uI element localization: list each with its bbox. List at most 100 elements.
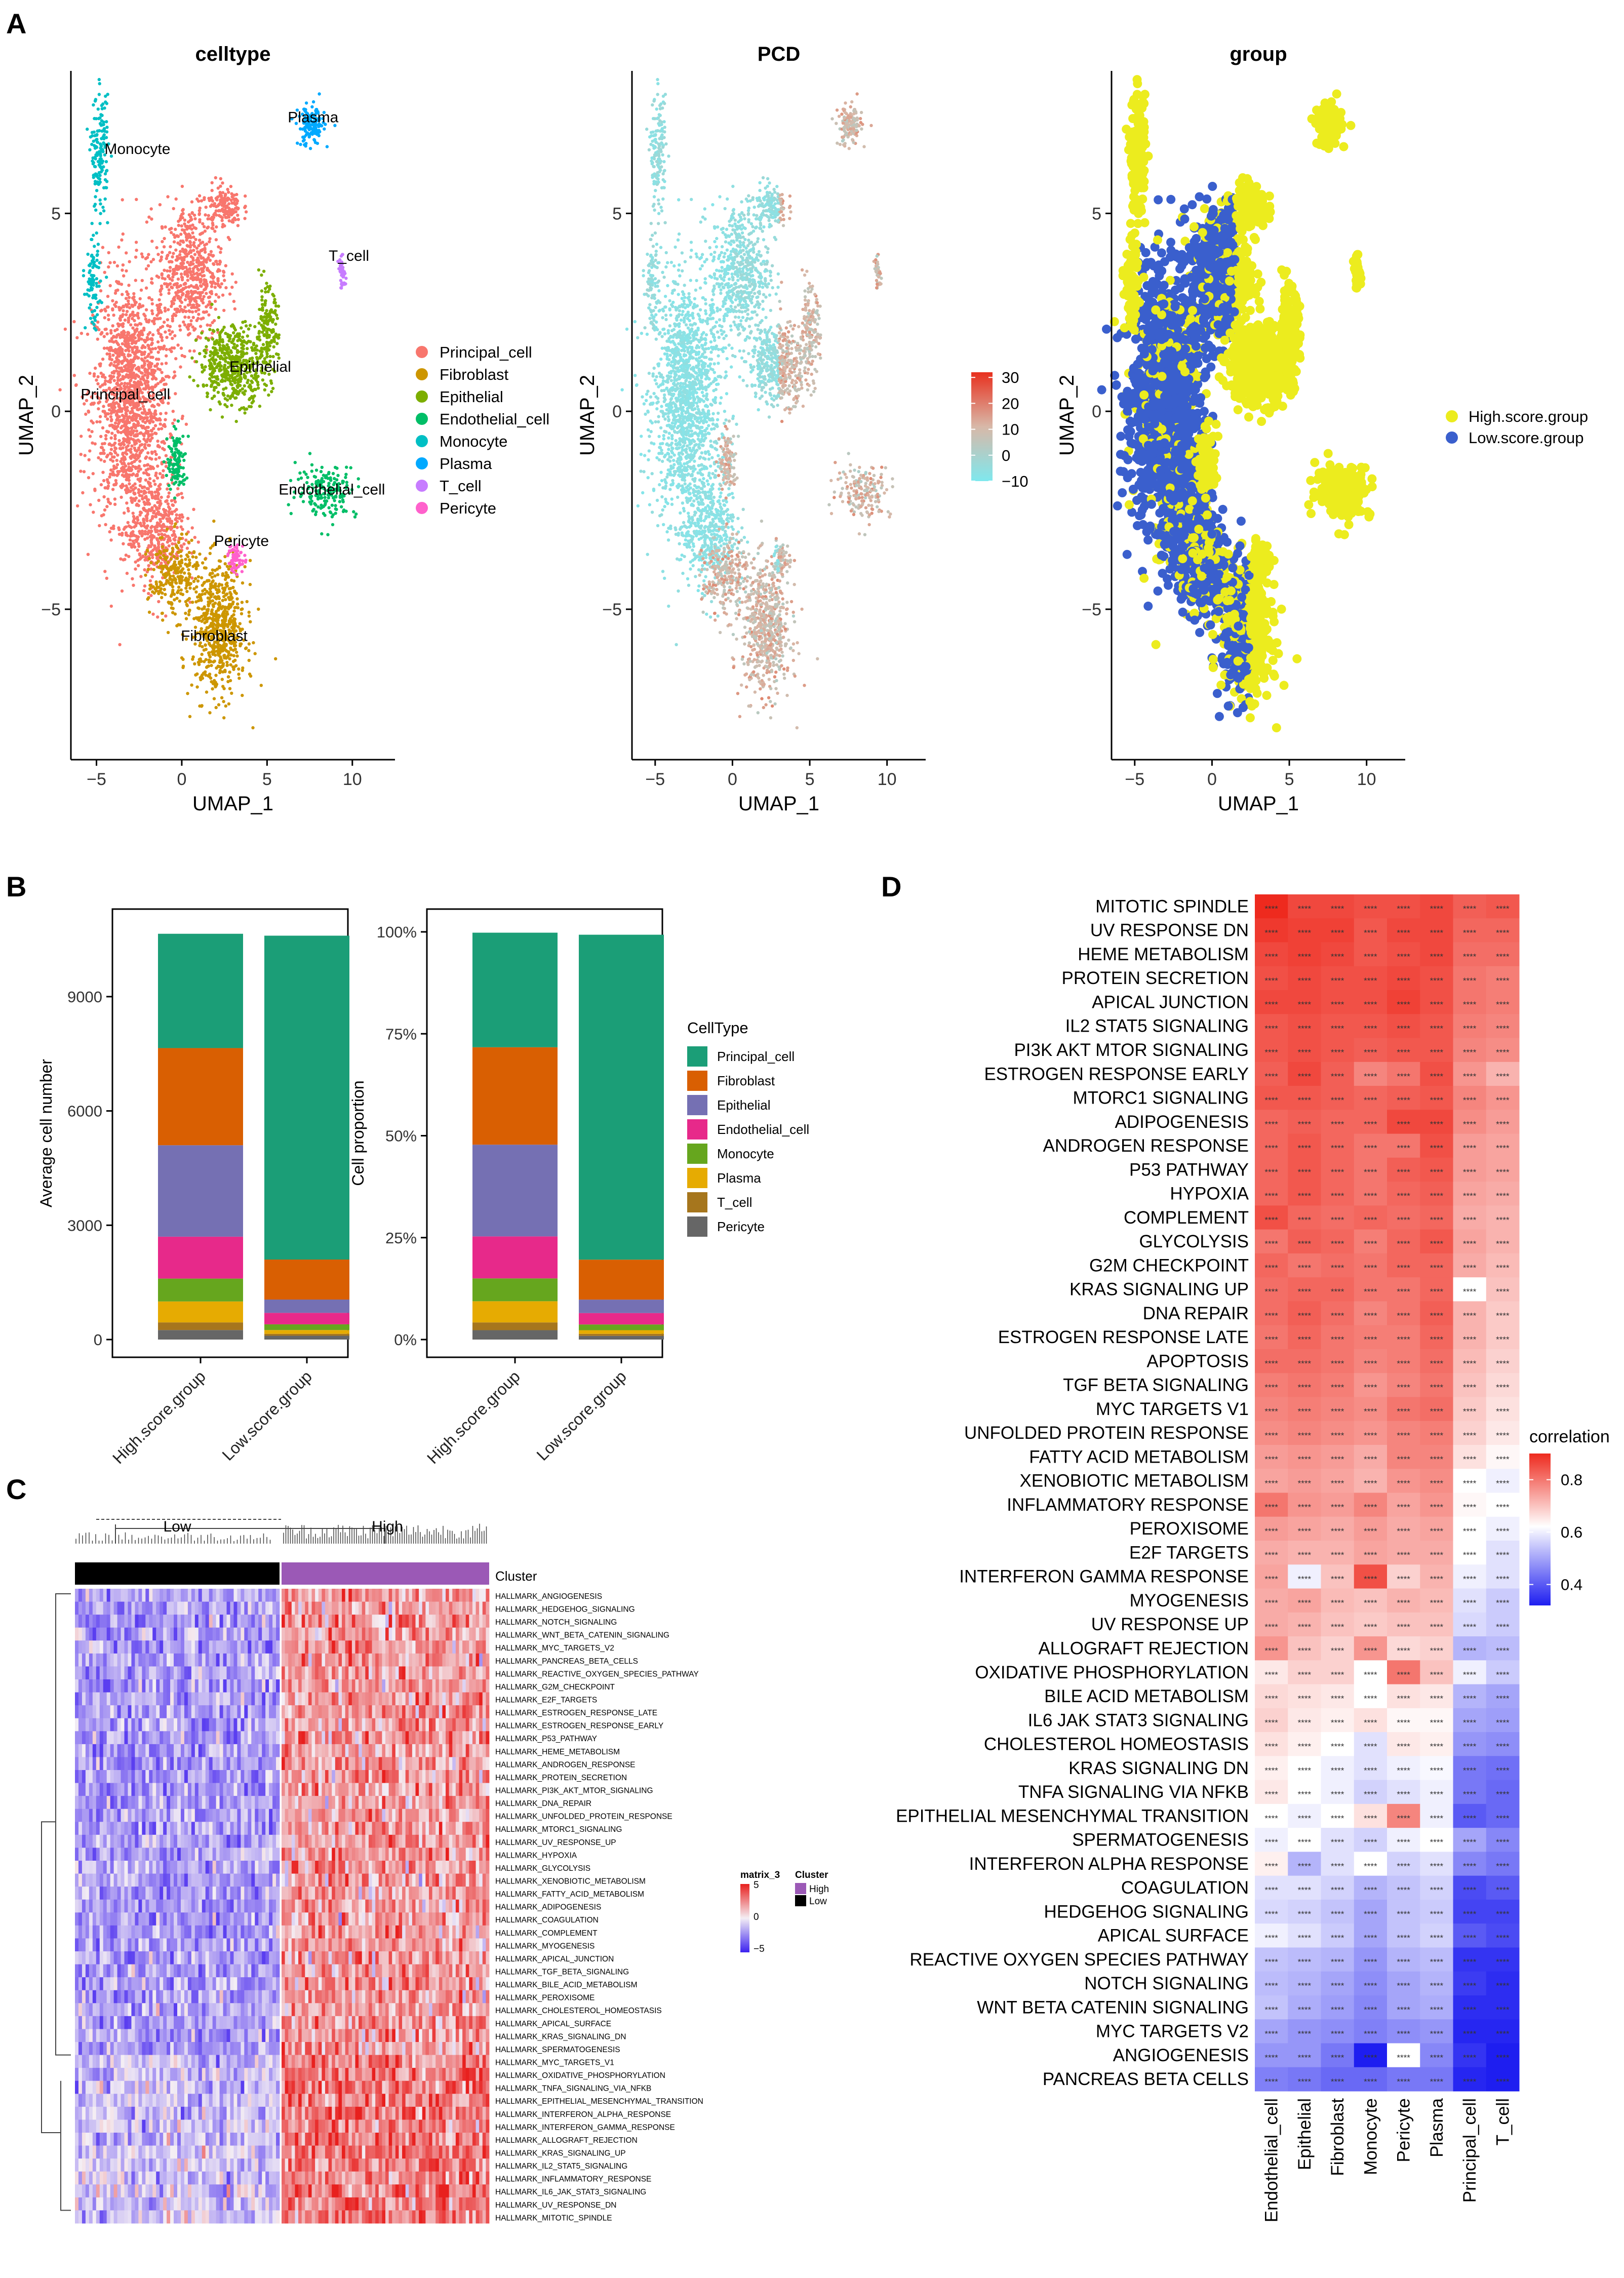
umap-point bbox=[80, 435, 83, 438]
umap-point bbox=[171, 317, 174, 320]
umap-point bbox=[125, 251, 128, 254]
umap-point bbox=[208, 295, 211, 298]
umap-point bbox=[209, 324, 212, 327]
umap-point bbox=[150, 429, 153, 432]
umap-point bbox=[112, 525, 115, 528]
umap-point bbox=[222, 270, 225, 273]
umap-point bbox=[126, 534, 129, 537]
umap-point bbox=[151, 613, 154, 616]
umap-point bbox=[132, 424, 135, 427]
umap-point bbox=[128, 441, 131, 444]
umap-point bbox=[172, 504, 175, 507]
umap-point bbox=[134, 415, 137, 418]
umap-point bbox=[187, 323, 190, 326]
umap-point bbox=[155, 512, 159, 515]
umap-point bbox=[130, 437, 133, 440]
umap-point bbox=[127, 317, 130, 320]
umap-point bbox=[137, 439, 140, 442]
umap-point bbox=[137, 564, 140, 567]
umap-point bbox=[154, 377, 157, 380]
umap-point bbox=[178, 253, 181, 256]
umap-point bbox=[149, 530, 152, 533]
umap-point bbox=[124, 422, 127, 425]
umap-point bbox=[155, 313, 159, 317]
umap-point bbox=[215, 238, 218, 241]
umap-point bbox=[88, 458, 91, 461]
umap-point bbox=[176, 286, 179, 289]
umap-point bbox=[166, 195, 169, 198]
umap-point bbox=[134, 486, 137, 489]
umap-point bbox=[117, 439, 121, 442]
umap-point bbox=[109, 473, 112, 476]
umap-point bbox=[110, 337, 113, 340]
umap-point bbox=[182, 542, 185, 545]
umap-point bbox=[115, 364, 118, 367]
umap-point bbox=[147, 491, 150, 494]
umap-point bbox=[125, 338, 128, 341]
umap-point bbox=[102, 495, 105, 498]
umap-point bbox=[118, 308, 121, 311]
umap-point bbox=[96, 382, 99, 385]
umap-point bbox=[203, 278, 206, 281]
umap-point bbox=[103, 376, 106, 379]
umap-point bbox=[180, 346, 183, 349]
umap-point bbox=[173, 334, 176, 337]
umap-point bbox=[168, 277, 171, 280]
umap-point bbox=[142, 405, 145, 408]
umap-point bbox=[133, 313, 136, 317]
umap-point bbox=[138, 554, 141, 557]
umap-point bbox=[140, 490, 143, 493]
umap-point bbox=[154, 497, 157, 500]
panel-letter-d: D bbox=[881, 871, 901, 902]
umap-point bbox=[176, 308, 179, 311]
umap-point bbox=[166, 324, 169, 327]
umap-point bbox=[190, 227, 193, 230]
panel-a-umaps: celltype−5 0 5 10−505UMAP_1UMAP_2MonocytePl… bbox=[15, 43, 1588, 815]
umap-point bbox=[191, 257, 194, 260]
umap-point bbox=[188, 349, 191, 352]
umap-point bbox=[157, 533, 160, 536]
umap-point bbox=[149, 434, 152, 437]
umap-point bbox=[218, 262, 221, 265]
umap-point bbox=[133, 482, 136, 485]
umap-point bbox=[138, 460, 141, 463]
umap-point bbox=[156, 253, 160, 256]
umap-point bbox=[129, 489, 132, 492]
umap-point bbox=[114, 451, 117, 454]
umap-point bbox=[204, 283, 207, 286]
umap-point bbox=[107, 481, 110, 484]
umap-point bbox=[165, 535, 168, 538]
umap-point bbox=[195, 247, 199, 250]
umap-point bbox=[103, 316, 106, 319]
umap-point bbox=[140, 371, 143, 374]
umap-point bbox=[139, 407, 142, 410]
umap-point bbox=[133, 525, 136, 528]
umap-point bbox=[116, 425, 119, 428]
umap-point bbox=[174, 357, 177, 360]
umap-point bbox=[181, 212, 184, 215]
umap-point bbox=[175, 283, 178, 286]
umap-point bbox=[200, 318, 203, 321]
umap-point bbox=[150, 298, 153, 301]
umap-point bbox=[179, 365, 182, 368]
umap-point bbox=[127, 302, 130, 305]
umap-point bbox=[140, 365, 143, 368]
umap-point bbox=[185, 252, 188, 255]
umap-point bbox=[97, 456, 100, 459]
umap-point bbox=[161, 225, 164, 228]
umap-point bbox=[104, 434, 107, 437]
umap-point bbox=[103, 508, 106, 512]
umap-point bbox=[176, 343, 179, 346]
umap-point bbox=[92, 472, 95, 475]
umap-point bbox=[194, 296, 197, 299]
umap-point bbox=[123, 369, 126, 372]
umap-point bbox=[141, 449, 144, 452]
umap-point bbox=[140, 331, 143, 334]
umap-point bbox=[139, 323, 142, 326]
umap-point bbox=[174, 249, 177, 252]
umap-point bbox=[157, 600, 160, 603]
umap-point bbox=[116, 379, 120, 382]
umap-point bbox=[178, 243, 181, 246]
umap-point bbox=[123, 357, 126, 360]
umap-point bbox=[115, 360, 118, 363]
